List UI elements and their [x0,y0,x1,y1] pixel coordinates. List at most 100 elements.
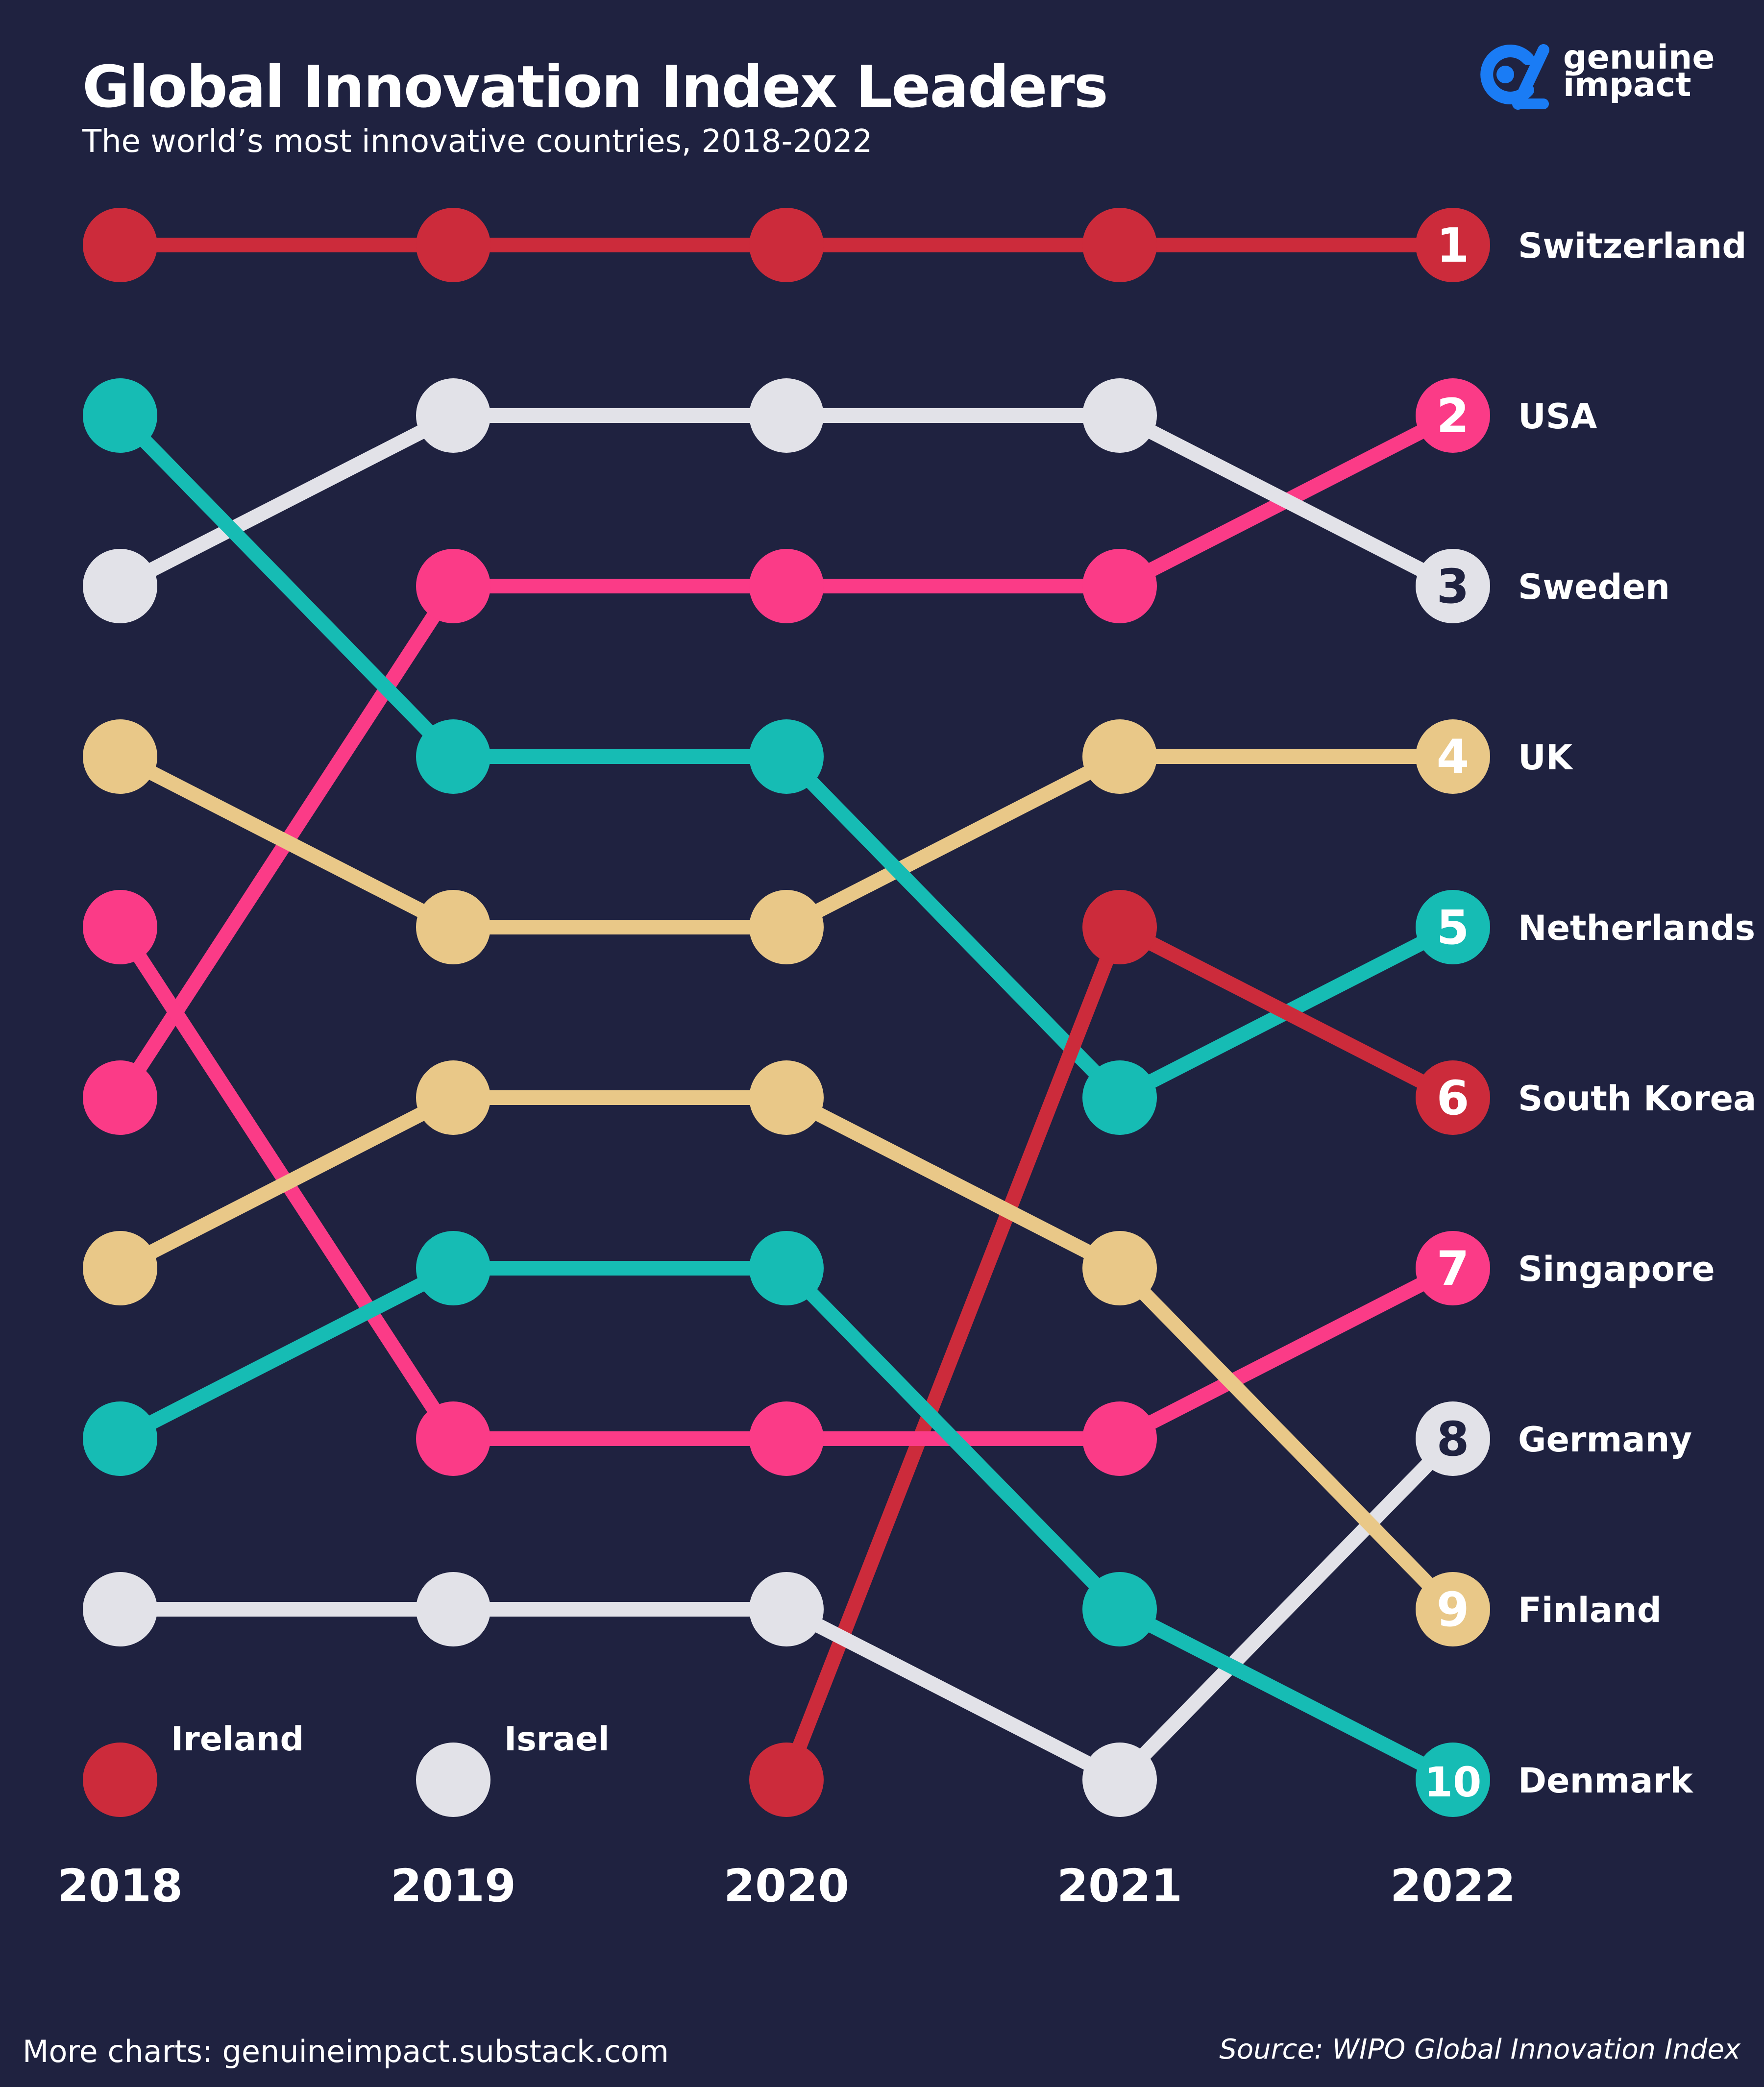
line-netherlands-2020-2021 [779,749,1127,1105]
line-uk-2020-2021 [779,749,1127,934]
country-label-switzerland: Switzerland [1518,226,1746,266]
point-netherlands-2020 [749,719,824,794]
rank-label-usa: 2 [1437,389,1470,443]
rank-label-singapore: 7 [1437,1241,1470,1296]
point-switzerland-2022 [1416,208,1490,282]
point-germany-2022 [1416,1401,1490,1476]
rank-label-uk: 4 [1437,730,1470,785]
logo-line-1: genuine [1563,38,1715,77]
point-uk-2022 [1416,719,1490,794]
point-singapore-2018 [83,890,157,964]
point-denmark-2019 [416,1231,490,1305]
point-denmark-2018 [83,1401,157,1476]
country-label-finland: Finland [1518,1590,1662,1630]
genuine-impact-logo-icon [1480,44,1549,110]
point-sweden-2019 [416,378,490,453]
point-denmark-2022 [1416,1743,1490,1817]
x-tick-2020: 2020 [724,1860,849,1912]
footer-source: Source: WIPO Global Innovation Index [1219,2034,1740,2065]
line-sweden-2021-2022 [1112,408,1460,593]
point-germany-2020 [749,1572,824,1646]
logo-line-2: impact [1563,66,1691,104]
x-tick-2019: 2019 [391,1860,516,1912]
point-usa-2022 [1416,378,1490,453]
point-germany-2021 [1082,1743,1157,1817]
point-finland-2022 [1416,1572,1490,1646]
point-germany-2019 [416,1572,490,1646]
chart-subtitle: The world’s most innovative countries, 2… [82,123,873,160]
rank-label-finland: 9 [1437,1582,1470,1637]
point-finland-2020 [749,1060,824,1135]
line-denmark-2021-2022 [1112,1602,1460,1787]
country-label-denmark: Denmark [1518,1761,1693,1801]
logo-wordmark: genuine impact [1563,38,1715,104]
line-sweden-2018-2019 [113,408,461,593]
country-label-south-korea: South Korea [1518,1079,1756,1119]
line-netherlands-2018-2019 [113,408,461,764]
point-finland-2019 [416,1060,490,1135]
point-south-korea-2021 [1082,890,1157,964]
x-axis: 2018 2019 2020 2021 2022 [57,1860,1516,1912]
brand-logo: genuine impact [1470,40,1715,114]
point-israel-2019 [416,1743,490,1817]
point-uk-2019 [416,890,490,964]
chart-title: Global Innovation Index Leaders [82,53,1108,121]
line-uk-2018-2019 [113,749,461,934]
point-switzerland-2021 [1082,208,1157,282]
country-label-uk: UK [1518,737,1574,778]
point-netherlands-2019 [416,719,490,794]
point-usa-2020 [749,549,824,623]
point-sweden-2022 [1416,549,1490,623]
rank-label-sweden: 3 [1437,559,1470,614]
point-usa-2019 [416,549,490,623]
country-label-netherlands: Netherlands [1518,908,1755,948]
rank-label-south-korea: 6 [1437,1071,1470,1126]
point-denmark-2021 [1082,1572,1157,1646]
point-switzerland-2018 [83,208,157,282]
point-germany-2018 [83,1572,157,1646]
x-tick-2021: 2021 [1057,1860,1182,1912]
x-tick-2022: 2022 [1390,1860,1516,1912]
point-south-korea-2020 [749,1743,824,1817]
point-switzerland-2020 [749,208,824,282]
line-finland-2020-2021 [779,1090,1127,1276]
point-netherlands-2018 [83,378,157,453]
dropout-label-israel: Israel [504,1720,610,1759]
point-netherlands-2022 [1416,890,1490,964]
point-uk-2020 [749,890,824,964]
point-sweden-2018 [83,549,157,623]
lines-layer [113,238,1460,1787]
rank-label-denmark: 10 [1424,1758,1482,1806]
line-germany-2021-2022 [1112,1431,1460,1787]
line-south-korea-2020-2021 [779,920,1127,1787]
point-uk-2018 [83,719,157,794]
point-usa-2021 [1082,549,1157,623]
point-netherlands-2021 [1082,1060,1157,1135]
line-south-korea-2021-2022 [1112,920,1460,1105]
country-label-germany: Germany [1518,1420,1692,1460]
point-ireland-2018 [83,1743,157,1817]
rank-label-switzerland: 1 [1437,218,1470,273]
country-label-usa: USA [1518,396,1597,437]
labels-layer: 1 Switzerland 2 USA 3 Sweden 4 UK 5 Netherlands 6 S… [171,218,1756,1806]
point-finland-2021 [1082,1231,1157,1305]
line-singapore-2021-2022 [1112,1261,1460,1446]
country-label-sweden: Sweden [1518,567,1670,607]
country-label-singapore: Singapore [1518,1249,1715,1289]
line-finland-2018-2019 [113,1090,461,1276]
point-singapore-2020 [749,1401,824,1476]
point-usa-2018 [83,1060,157,1135]
rank-label-germany: 8 [1437,1412,1470,1467]
point-south-korea-2022 [1416,1060,1490,1135]
line-denmark-2018-2019 [113,1261,461,1446]
rank-label-netherlands: 5 [1437,900,1470,955]
dots-layer [83,208,1490,1817]
line-germany-2020-2021 [779,1602,1127,1787]
point-finland-2018 [83,1231,157,1305]
point-singapore-2022 [1416,1231,1490,1305]
point-denmark-2020 [749,1231,824,1305]
dropout-label-ireland: Ireland [171,1720,304,1759]
point-singapore-2019 [416,1401,490,1476]
point-singapore-2021 [1082,1401,1157,1476]
point-sweden-2020 [749,378,824,453]
